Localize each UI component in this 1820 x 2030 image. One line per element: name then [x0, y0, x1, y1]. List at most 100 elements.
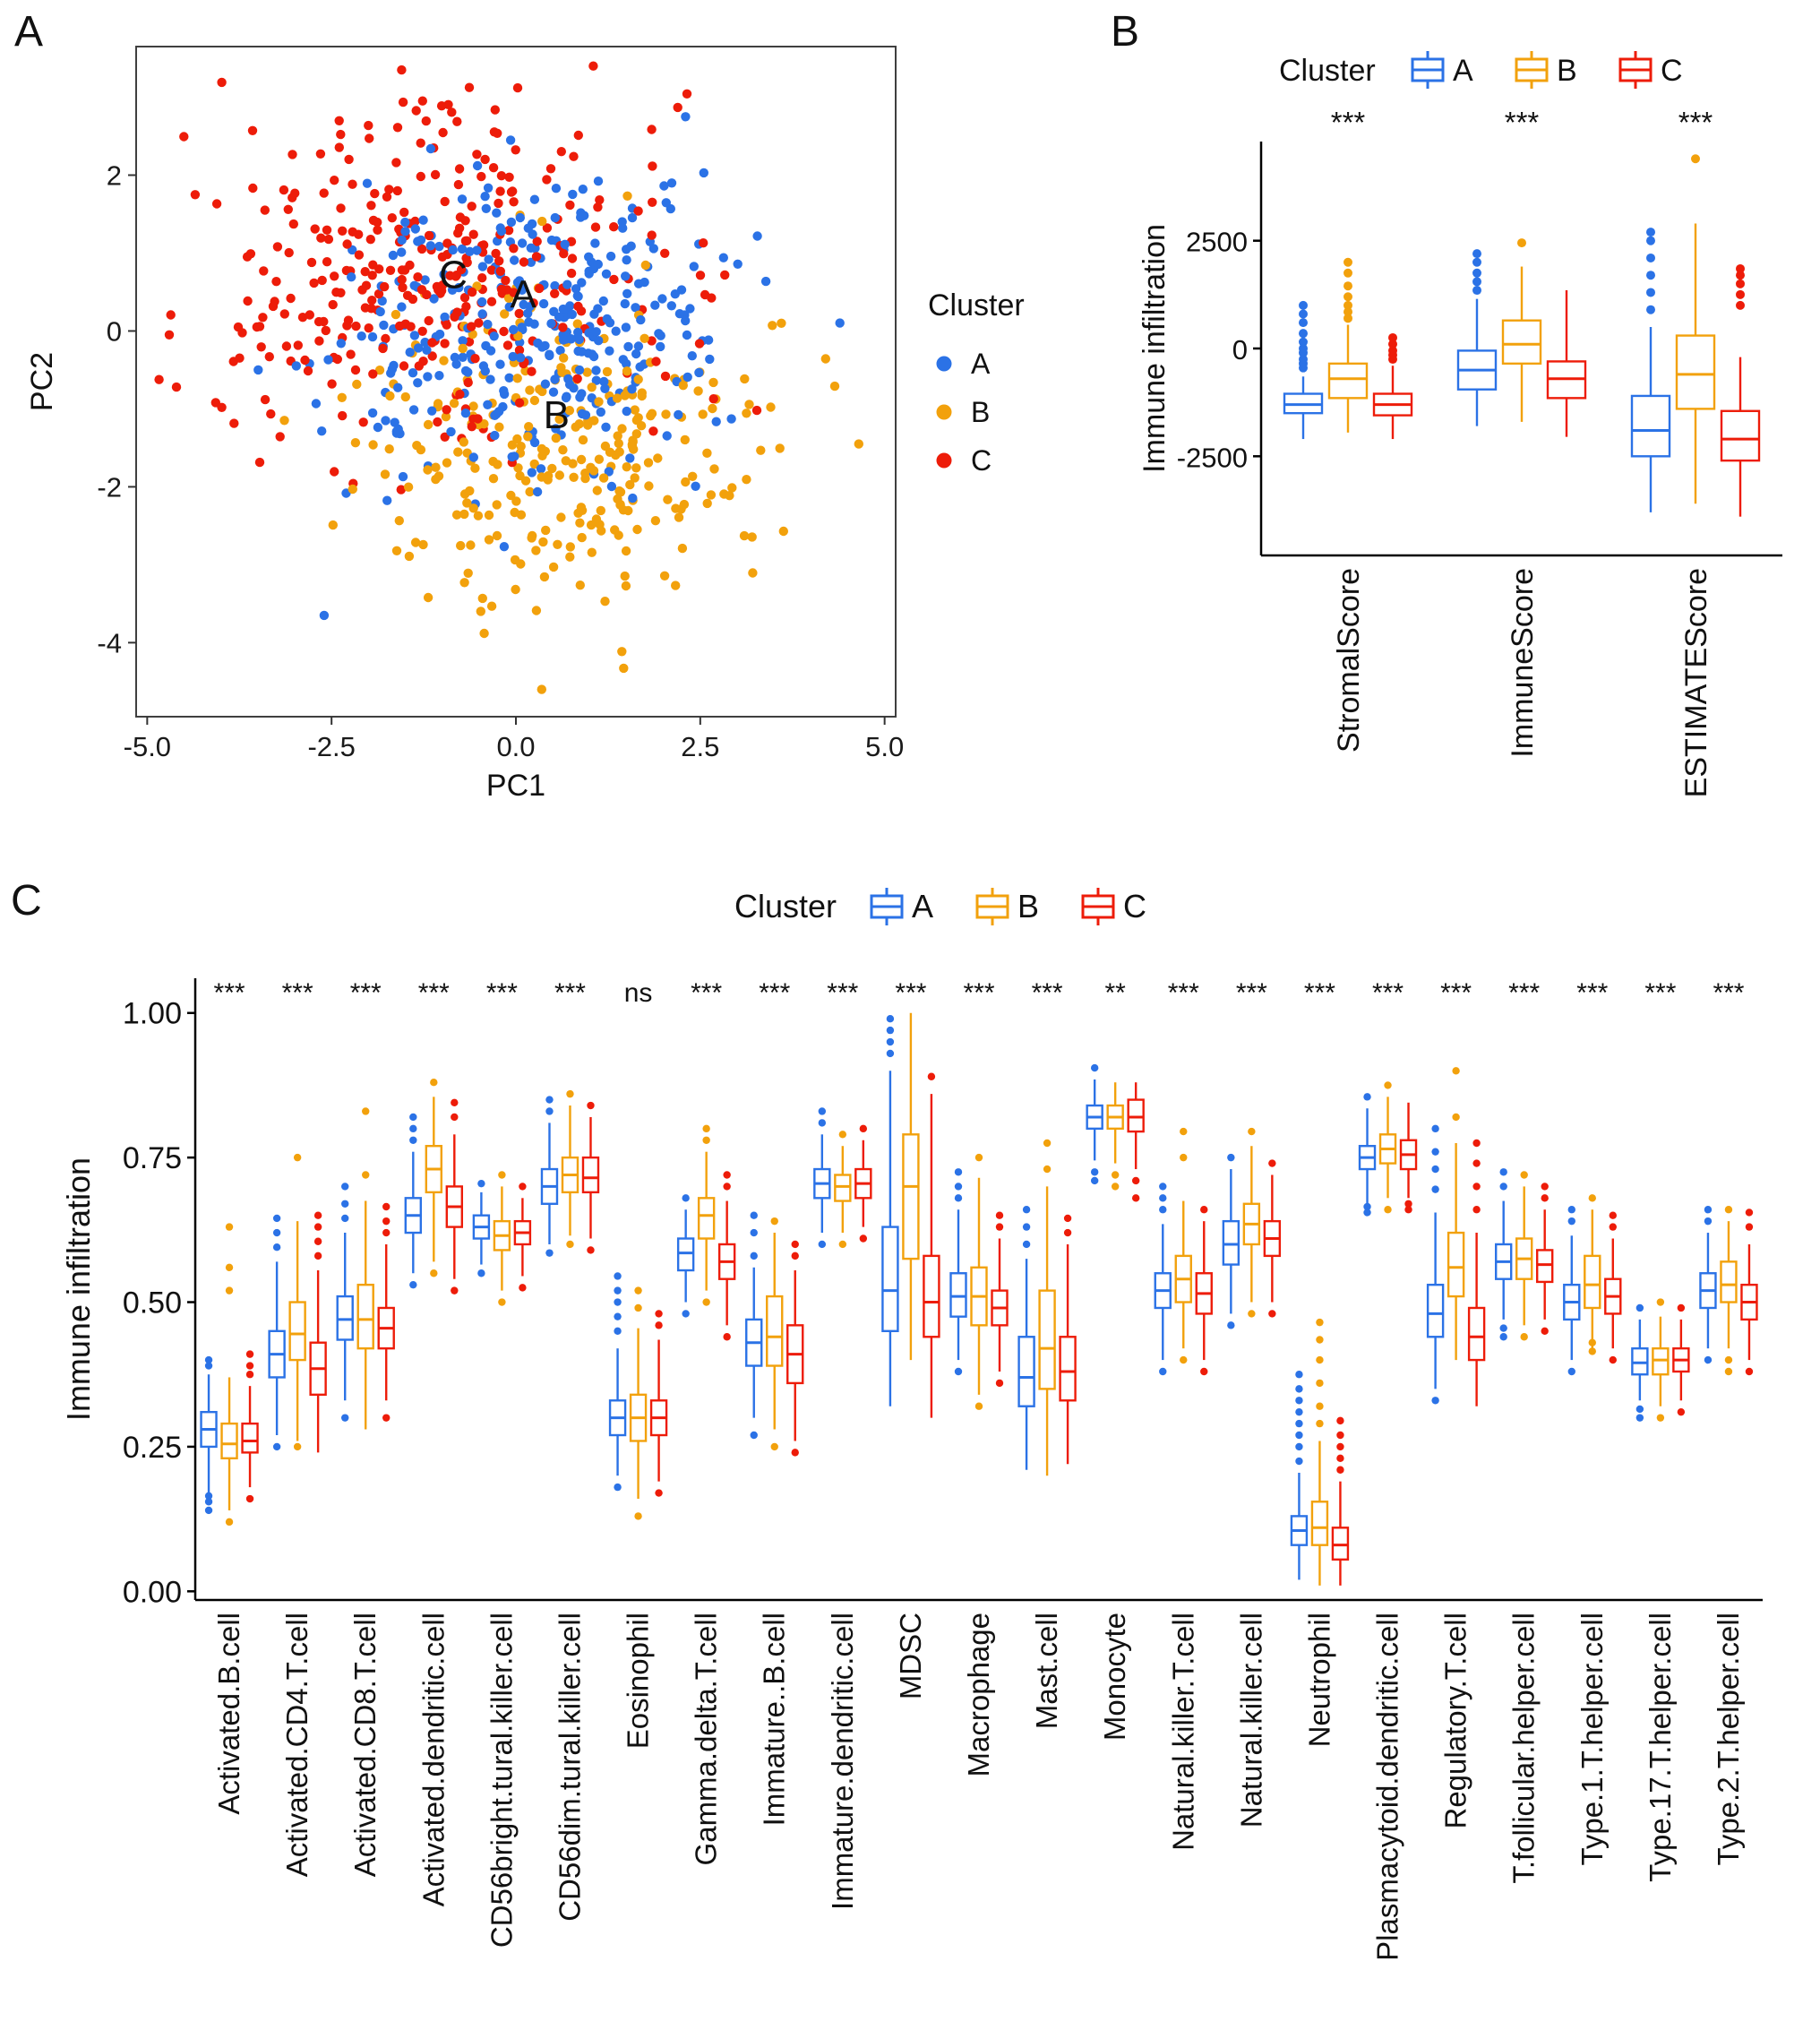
data-point [751, 405, 762, 416]
data-point [398, 97, 408, 108]
outlier-point [1646, 236, 1655, 245]
outlier-point [634, 1286, 642, 1295]
data-point [627, 441, 638, 452]
data-point [644, 481, 654, 491]
data-point [536, 464, 546, 474]
data-point [648, 244, 658, 254]
data-point [453, 179, 464, 190]
outlier-point [451, 1286, 459, 1295]
data-point [562, 280, 572, 289]
data-point [598, 296, 608, 306]
category-label: Immature.dendritic.cell [826, 1613, 859, 1910]
data-point [601, 269, 612, 279]
data-point [385, 391, 395, 401]
data-point [726, 414, 736, 424]
significance-label: *** [214, 978, 245, 1008]
box-A [1630, 394, 1671, 458]
outlier-point [1520, 1171, 1528, 1179]
outlier-point [614, 1483, 622, 1492]
data-point [517, 323, 527, 332]
outlier-point [1295, 1419, 1303, 1428]
data-point [621, 581, 631, 591]
box-B [697, 1197, 716, 1240]
data-point [437, 252, 448, 262]
legend-item-label: B [1557, 54, 1577, 88]
category-label: Activated.CD8.T.cell [348, 1613, 382, 1877]
data-point [708, 403, 717, 414]
data-point [368, 440, 378, 450]
data-point [279, 309, 289, 319]
data-point [679, 499, 690, 510]
data-point [747, 532, 757, 542]
data-point [381, 333, 391, 344]
data-point [427, 406, 437, 416]
data-point [507, 452, 517, 462]
data-point [531, 606, 542, 615]
data-point [364, 323, 373, 333]
data-point [680, 434, 690, 445]
outlier-point [1635, 1414, 1644, 1422]
data-point [388, 250, 399, 261]
outlier-point [818, 1240, 827, 1249]
y-tick-label: 0.75 [123, 1141, 182, 1175]
data-point [416, 285, 427, 295]
data-point [266, 409, 276, 419]
outlier-point [566, 1089, 574, 1098]
data-point [442, 458, 452, 468]
data-point [399, 207, 409, 218]
outlier-point [1248, 1310, 1256, 1318]
category-Activated.B.cell: *** Activated.B.cell [200, 978, 259, 1815]
data-point [467, 202, 476, 211]
category-label: Eosinophil [622, 1613, 655, 1749]
data-point [424, 230, 434, 241]
data-point [494, 256, 504, 266]
data-point [550, 280, 560, 291]
outlier-point [770, 1442, 778, 1451]
data-point [512, 82, 523, 93]
data-point [370, 188, 380, 199]
outlier-point [1111, 1183, 1120, 1191]
data-point [450, 312, 459, 322]
data-point [440, 312, 450, 323]
outlier-point [409, 1113, 417, 1122]
data-point [547, 463, 557, 474]
data-point [164, 330, 175, 340]
data-point [506, 490, 516, 501]
data-point [461, 302, 471, 312]
data-point [678, 381, 688, 391]
data-point [617, 217, 627, 227]
data-point [600, 597, 610, 606]
outlier-point [204, 1506, 213, 1515]
data-point [564, 406, 575, 416]
data-point [454, 223, 465, 233]
cluster-annotation: A [511, 272, 537, 316]
y-tick-label: 0 [1232, 334, 1248, 366]
data-point [525, 486, 535, 497]
data-point [386, 368, 396, 378]
data-point [548, 387, 559, 397]
data-point [656, 341, 665, 352]
outlier-point [1704, 1355, 1713, 1364]
significance-label: *** [1331, 106, 1366, 139]
category-Monocyte: ** Monocyte [1086, 978, 1145, 1741]
data-point [375, 306, 385, 317]
data-point [633, 374, 643, 384]
data-point [479, 628, 489, 639]
data-point [427, 338, 437, 348]
data-point [671, 581, 681, 590]
data-point [592, 486, 602, 495]
outlier-point [838, 1131, 847, 1139]
data-point [577, 389, 587, 399]
data-point [457, 194, 468, 204]
data-point [492, 208, 502, 218]
data-point [481, 203, 491, 213]
outlier-point [1316, 1402, 1324, 1410]
data-point [438, 127, 448, 138]
data-point [283, 204, 293, 214]
outlier-point [225, 1518, 234, 1527]
data-point [454, 164, 465, 174]
category-label: Activated.CD4.T.cell [280, 1613, 313, 1877]
outlier-point [1316, 1336, 1324, 1344]
data-point [485, 374, 495, 384]
data-point [396, 485, 406, 495]
